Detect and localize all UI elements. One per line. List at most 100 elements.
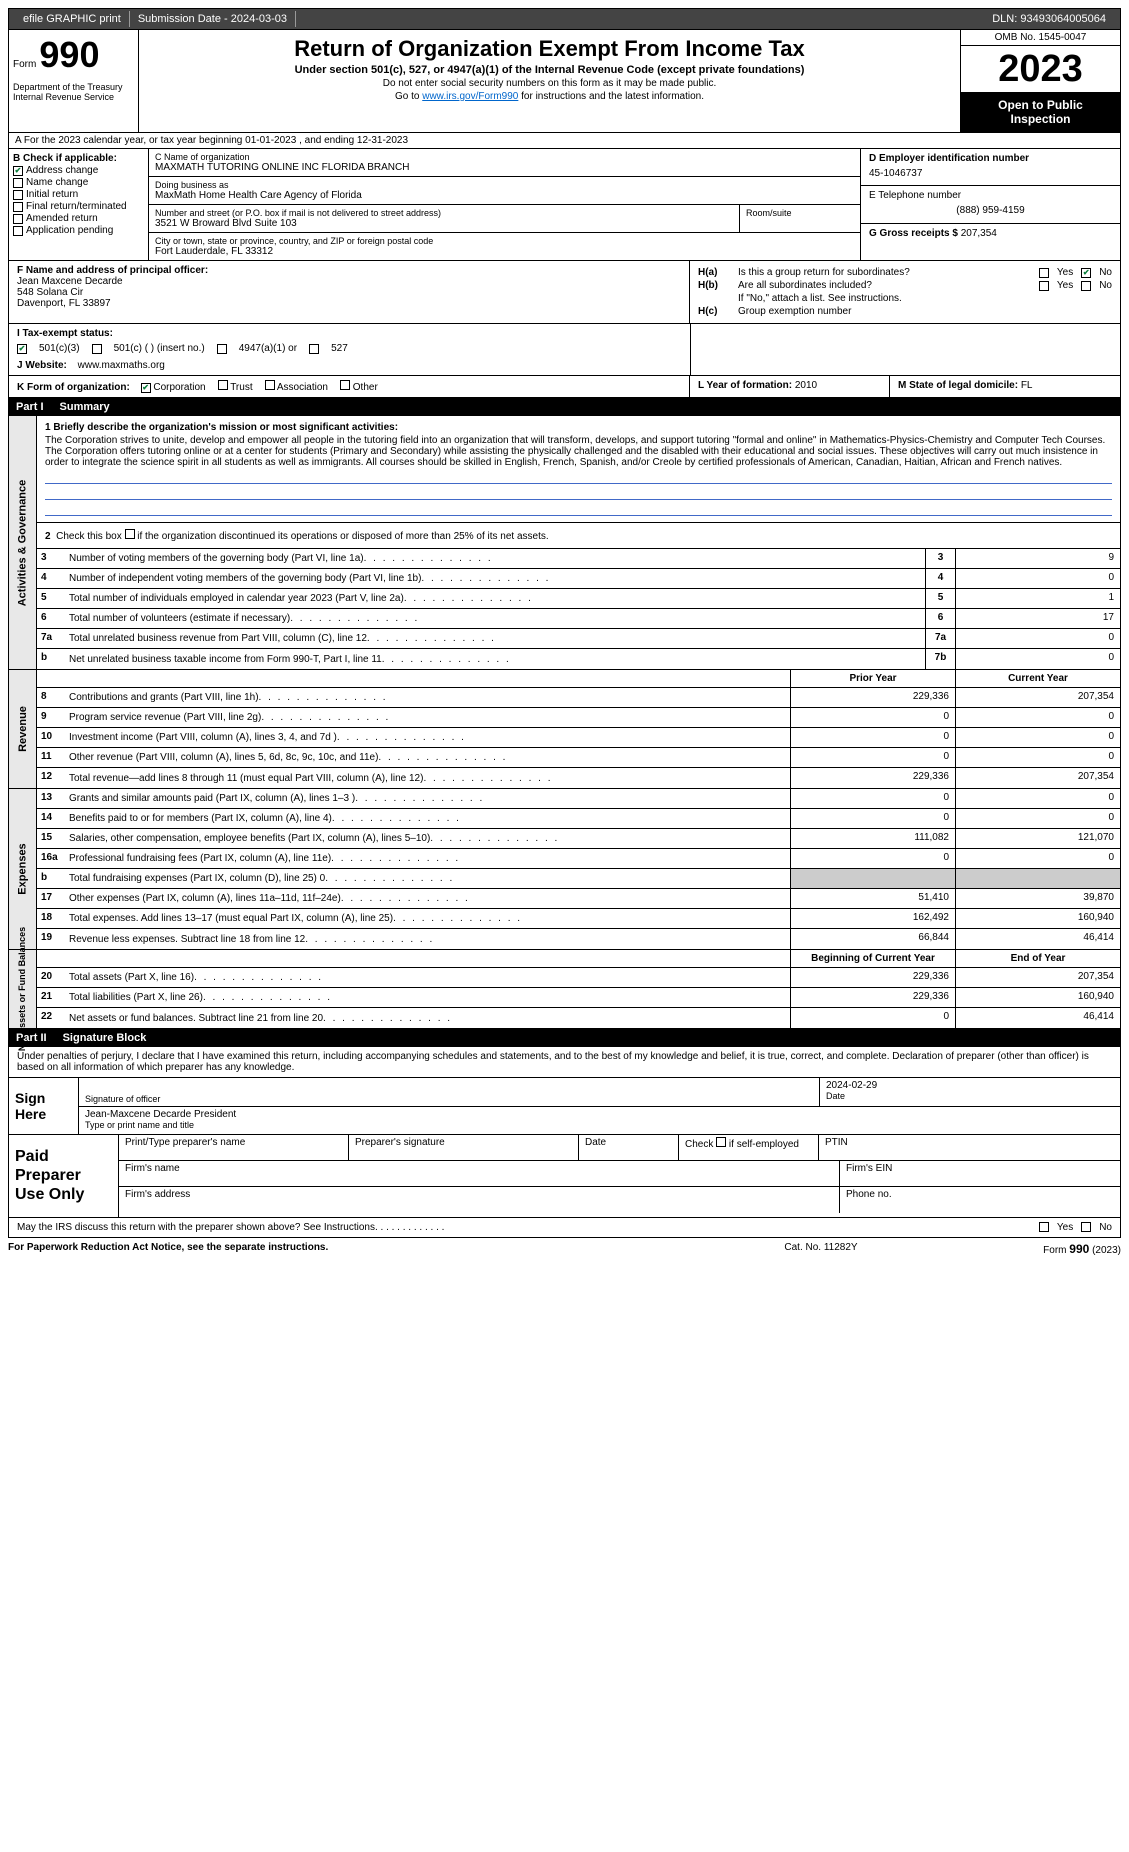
j-label: J Website: <box>17 360 67 371</box>
hb-label: H(b) <box>698 280 738 291</box>
table-row: 7aTotal unrelated business revenue from … <box>37 629 1120 649</box>
table-row: 16aProfessional fundraising fees (Part I… <box>37 849 1120 869</box>
table-row: bNet unrelated business taxable income f… <box>37 649 1120 669</box>
b-checkbox[interactable] <box>13 190 23 200</box>
k-checkbox[interactable] <box>265 380 275 390</box>
tax-year: 2023 <box>961 46 1120 92</box>
ha-text: Is this a group return for subordinates? <box>738 267 1039 278</box>
table-row: 22Net assets or fund balances. Subtract … <box>37 1008 1120 1028</box>
bottom-bar: For Paperwork Reduction Act Notice, see … <box>8 1238 1121 1260</box>
form-title: Return of Organization Exempt From Incom… <box>145 36 954 62</box>
k-checkbox[interactable] <box>141 383 151 393</box>
hc-text: Group exemption number <box>738 306 1112 317</box>
4947-checkbox[interactable] <box>217 344 227 354</box>
hdr-current: Current Year <box>955 670 1120 687</box>
b-checkbox[interactable] <box>13 202 23 212</box>
sig-label: Signature of officer <box>85 1094 813 1104</box>
firm-addr-label: Firm's address <box>119 1187 840 1213</box>
hdr-begin: Beginning of Current Year <box>790 950 955 967</box>
firm-name-label: Firm's name <box>119 1161 840 1186</box>
hb-no-checkbox[interactable] <box>1081 281 1091 291</box>
b-item: Application pending <box>13 225 144 236</box>
l-label: L Year of formation: <box>698 380 792 391</box>
mission-label: 1 Briefly describe the organization's mi… <box>45 422 1112 433</box>
addr-label: Number and street (or P.O. box if mail i… <box>155 208 733 218</box>
officer-name-title: Jean-Maxcene Decarde President <box>85 1109 1114 1120</box>
efile-label: efile GRAPHIC print <box>15 11 130 27</box>
b-item: Initial return <box>13 189 144 200</box>
discuss-yes-checkbox[interactable] <box>1039 1222 1049 1232</box>
sign-here-label: Sign Here <box>9 1078 79 1134</box>
blank-line <box>45 470 1112 484</box>
ha-yes-checkbox[interactable] <box>1039 268 1049 278</box>
form-header: Form 990 Department of the Treasury Inte… <box>8 30 1121 133</box>
discuss-text: May the IRS discuss this return with the… <box>17 1222 378 1233</box>
part2-header: Part II Signature Block <box>8 1029 1121 1047</box>
m-label: M State of legal domicile: <box>898 380 1018 391</box>
org-name: MAXMATH TUTORING ONLINE INC FLORIDA BRAN… <box>155 162 854 173</box>
i-label: I Tax-exempt status: <box>17 328 113 339</box>
b-item: Name change <box>13 177 144 188</box>
b-checkbox[interactable] <box>13 214 23 224</box>
mission-text: The Corporation strives to unite, develo… <box>45 435 1112 468</box>
line2-checkbox[interactable] <box>125 529 135 539</box>
self-employed-checkbox[interactable] <box>716 1137 726 1147</box>
b-checkbox[interactable] <box>13 178 23 188</box>
table-row: bTotal fundraising expenses (Part IX, co… <box>37 869 1120 889</box>
527-checkbox[interactable] <box>309 344 319 354</box>
hb-note: If "No," attach a list. See instructions… <box>738 293 1112 304</box>
submission-date: Submission Date - 2024-03-03 <box>130 11 296 27</box>
table-row: 12Total revenue—add lines 8 through 11 (… <box>37 768 1120 788</box>
prep-h2: Preparer's signature <box>349 1135 579 1160</box>
table-row: 13Grants and similar amounts paid (Part … <box>37 789 1120 809</box>
room-label: Room/suite <box>740 205 860 232</box>
table-row: 20Total assets (Part X, line 16)229,3362… <box>37 968 1120 988</box>
k-checkbox[interactable] <box>340 380 350 390</box>
501c3-checkbox[interactable] <box>17 344 27 354</box>
ha-no-checkbox[interactable] <box>1081 268 1091 278</box>
ein-label: D Employer identification number <box>869 153 1112 164</box>
blank-line <box>45 502 1112 516</box>
blank-line <box>45 486 1112 500</box>
table-row: 10Investment income (Part VIII, column (… <box>37 728 1120 748</box>
dba-label: Doing business as <box>155 180 854 190</box>
section-f: F Name and address of principal officer:… <box>9 261 690 323</box>
department: Department of the Treasury Internal Reve… <box>13 82 134 102</box>
ein-value: 45-1046737 <box>869 168 1112 179</box>
form990-link[interactable]: www.irs.gov/Form990 <box>422 91 518 102</box>
prep-h1: Print/Type preparer's name <box>119 1135 349 1160</box>
vtab-revenue: Revenue <box>9 670 37 788</box>
form-note1: Do not enter social security numbers on … <box>145 78 954 89</box>
firm-ein-label: Firm's EIN <box>840 1161 1120 1186</box>
year-formation: 2010 <box>795 380 817 391</box>
b-checkbox[interactable] <box>13 226 23 236</box>
section-c: C Name of organization MAXMATH TUTORING … <box>149 149 860 260</box>
table-row: 6Total number of volunteers (estimate if… <box>37 609 1120 629</box>
discuss-no-checkbox[interactable] <box>1081 1222 1091 1232</box>
hb-yes-checkbox[interactable] <box>1039 281 1049 291</box>
form-number: 990 <box>39 34 99 75</box>
section-b: B Check if applicable: Address changeNam… <box>9 149 149 260</box>
501c-checkbox[interactable] <box>92 344 102 354</box>
b-item: Final return/terminated <box>13 201 144 212</box>
table-row: 8Contributions and grants (Part VIII, li… <box>37 688 1120 708</box>
f-label: F Name and address of principal officer: <box>17 265 681 276</box>
b-label: B Check if applicable: <box>13 153 144 164</box>
hb-text: Are all subordinates included? <box>738 280 1039 291</box>
table-row: 3Number of voting members of the governi… <box>37 549 1120 569</box>
omb-number: OMB No. 1545-0047 <box>961 30 1120 46</box>
city-state-zip: Fort Lauderdale, FL 33312 <box>155 246 854 257</box>
b-checkbox[interactable] <box>13 166 23 176</box>
table-row: 4Number of independent voting members of… <box>37 569 1120 589</box>
gross-value: 207,354 <box>961 228 997 239</box>
top-bar: efile GRAPHIC print Submission Date - 20… <box>8 8 1121 30</box>
k-label: K Form of organization: <box>17 382 130 393</box>
officer-name: Jean Maxcene Decarde <box>17 276 681 287</box>
dba-name: MaxMath Home Health Care Agency of Flori… <box>155 190 854 201</box>
paid-preparer-block: Paid Preparer Use Only Print/Type prepar… <box>8 1135 1121 1218</box>
dln: DLN: 93493064005064 <box>984 11 1114 27</box>
table-row: 18Total expenses. Add lines 13–17 (must … <box>37 909 1120 929</box>
table-row: 9Program service revenue (Part VIII, lin… <box>37 708 1120 728</box>
k-checkbox[interactable] <box>218 380 228 390</box>
vtab-netassets: Net Assets or Fund Balances <box>9 950 37 1028</box>
